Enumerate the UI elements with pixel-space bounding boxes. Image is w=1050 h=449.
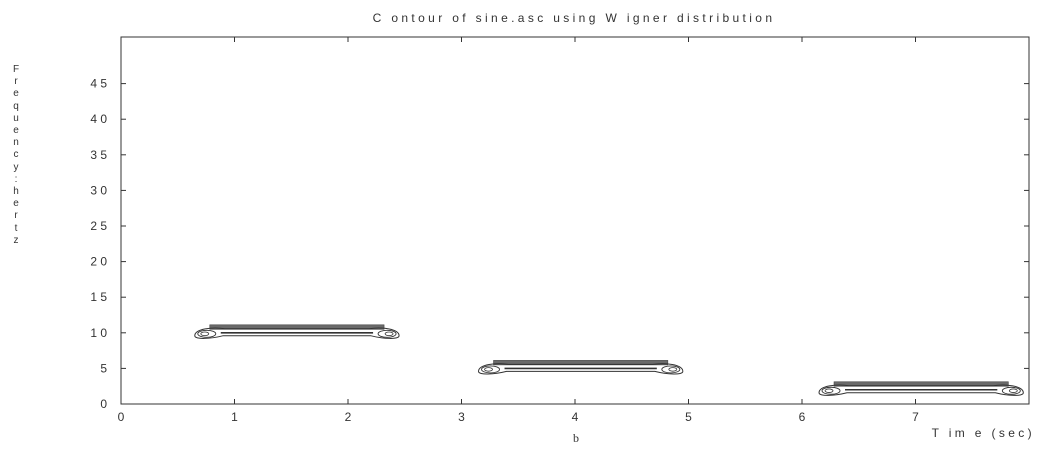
y-tick-label: 1 5 (90, 290, 107, 304)
y-axis-label-char: n (13, 137, 19, 149)
y-axis-label-char: e (13, 198, 19, 210)
contour-lobe-inner (484, 367, 493, 372)
y-tick-label: 4 5 (90, 77, 107, 91)
y-tick-label: 4 0 (90, 112, 107, 126)
contour-outer (194, 327, 400, 339)
y-axis-label-char: y (13, 161, 19, 173)
x-tick-labels: 0 1 2 3 4 5 6 7 (118, 410, 920, 424)
y-axis-label-char: u (13, 112, 19, 124)
y-axis-label-char: e (13, 125, 19, 137)
y-axis-label-char: F (12, 64, 20, 75)
x-tick-label: 6 (799, 410, 806, 424)
contour-lobe (821, 386, 841, 395)
contour-lobe (377, 329, 397, 338)
y-axis-label-char: z (13, 234, 19, 246)
y-tick-labels: 0 5 1 0 1 5 2 0 2 5 3 0 3 5 4 0 4 5 (90, 77, 107, 411)
x-tick-label: 1 (231, 410, 238, 424)
contour-outer (818, 384, 1024, 396)
y-axis-label-char: q (13, 100, 19, 112)
x-tick-label: 2 (345, 410, 352, 424)
y-tick-label: 3 0 (90, 183, 107, 197)
contour-lobe-inner (384, 331, 394, 337)
chart-title: C ontour of sine.asc using W igner distr… (373, 11, 776, 25)
y-tick-label: 1 0 (90, 326, 107, 340)
contour-features (194, 324, 1024, 396)
y-tick-label: 2 0 (90, 255, 107, 269)
y-axis-label-char: c (13, 149, 19, 161)
y-tick-label: 0 (100, 397, 107, 411)
x-tick-label: 5 (685, 410, 692, 424)
contour-lobe (1001, 386, 1021, 395)
y-axis-label-char: t (14, 222, 18, 234)
contour-lobe (661, 365, 681, 374)
panel-label: b (573, 431, 579, 445)
contour-lobe (481, 365, 500, 374)
contour-lobe-inner (824, 388, 834, 393)
plot-frame (120, 36, 1030, 405)
x-tick-label: 0 (118, 410, 125, 424)
contour-lobe-inner (200, 331, 210, 337)
x-axis-label: T im e (sec) (932, 426, 1035, 440)
contour-feature (194, 324, 400, 339)
y-axis-label-char: e (13, 88, 19, 100)
contour-lobe-inner (668, 367, 678, 372)
y-axis-label-char: r (14, 76, 18, 88)
y-tick-label: 3 5 (90, 148, 107, 162)
x-tick-label: 4 (572, 410, 579, 424)
x-tick-label: 7 (912, 410, 919, 424)
contour-feature (478, 360, 684, 375)
y-tick-label: 2 5 (90, 219, 107, 233)
contour-lobe (197, 329, 217, 338)
y-axis-label-char: h (13, 186, 19, 198)
y-axis-label-char: : (14, 173, 18, 185)
axis-ticks (120, 37, 1029, 405)
contour-outer (478, 363, 684, 375)
x-tick-label: 3 (458, 410, 465, 424)
y-tick-label: 5 (100, 361, 107, 375)
contour-feature (818, 381, 1024, 396)
contour-lobe-inner (1008, 388, 1018, 393)
y-axis-label-char: r (14, 210, 18, 222)
